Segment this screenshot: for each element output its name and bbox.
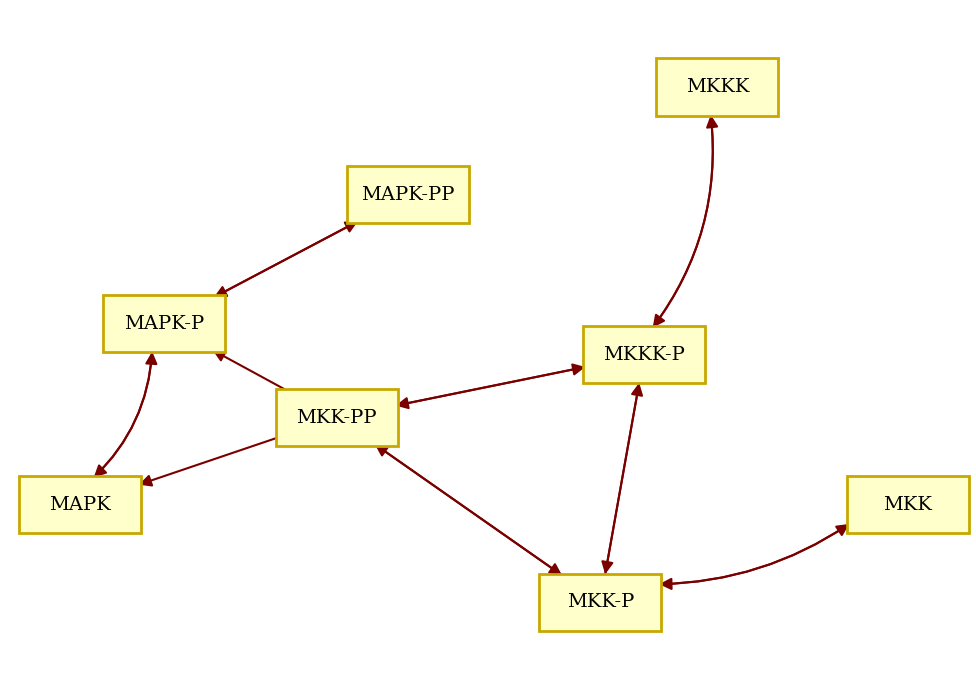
Text: MKKK: MKKK <box>686 78 749 96</box>
FancyBboxPatch shape <box>103 295 225 352</box>
FancyBboxPatch shape <box>584 326 706 383</box>
FancyBboxPatch shape <box>20 476 141 533</box>
FancyBboxPatch shape <box>347 166 468 223</box>
FancyBboxPatch shape <box>657 58 779 116</box>
Text: MAPK: MAPK <box>49 496 111 514</box>
Text: MKK-P: MKK-P <box>566 593 634 611</box>
FancyBboxPatch shape <box>847 476 969 533</box>
Text: MKKK-P: MKKK-P <box>603 346 685 364</box>
Text: MAPK-P: MAPK-P <box>124 315 204 333</box>
Text: MAPK-PP: MAPK-PP <box>361 186 455 204</box>
Text: MKK-PP: MKK-PP <box>297 409 377 427</box>
Text: MKK: MKK <box>883 496 932 514</box>
FancyBboxPatch shape <box>539 574 662 631</box>
FancyBboxPatch shape <box>275 389 398 446</box>
